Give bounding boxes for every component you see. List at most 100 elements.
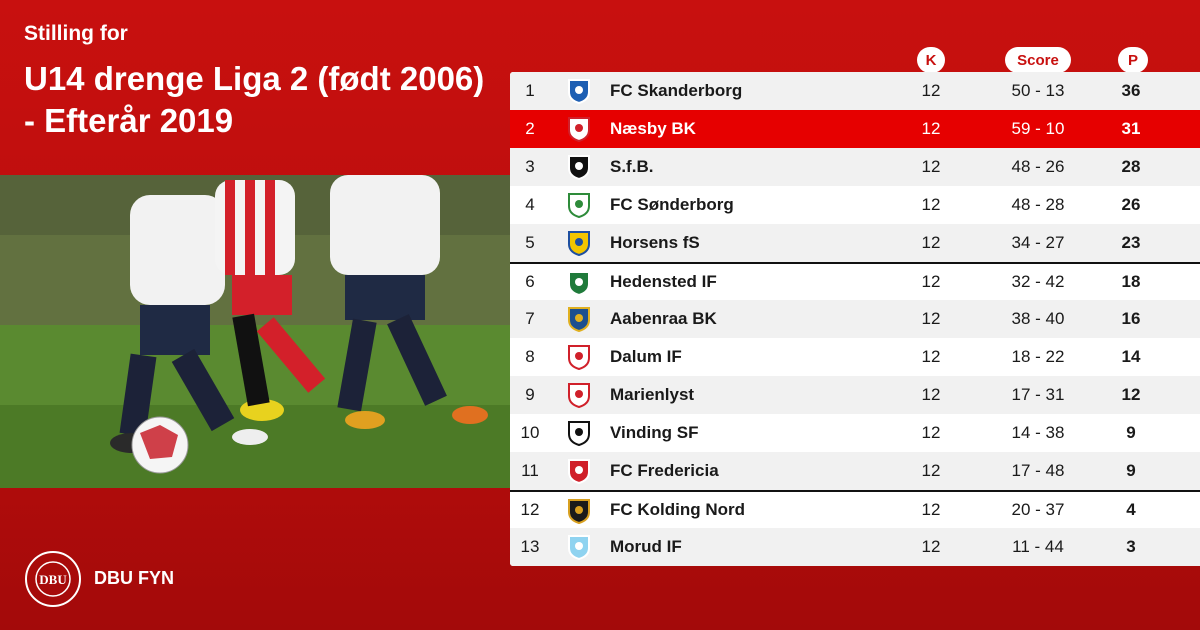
team-name: FC Fredericia [610,461,719,480]
black-white-vsf-icon [564,420,594,447]
goal-score: 48 - 28 [1011,195,1065,214]
goal-score: 59 - 10 [1011,119,1065,138]
table-row: 9 Marienlyst 12 17 - 31 12 [510,376,1200,414]
table-row: 8 Dalum IF 12 18 - 22 14 [510,338,1200,376]
table-row: 4 FC Sønderborg 12 48 - 28 26 [510,186,1200,224]
table-row: 6 Hedensted IF 12 32 - 42 18 [510,262,1200,300]
organization-name: DBU FYN [94,568,174,588]
logo-text: DBU [39,572,67,587]
team-name: Aabenraa BK [610,309,717,328]
table-row: 7 Aabenraa BK 12 38 - 40 16 [510,300,1200,338]
points: 36 [1121,81,1141,100]
goal-score: 11 - 44 [1012,537,1064,556]
table-row: 10 Vinding SF 12 14 - 38 9 [510,414,1200,452]
team-name: Hedensted IF [610,272,717,291]
green-white-icon [564,192,594,219]
goal-score: 48 - 26 [1011,157,1065,176]
goal-score: 32 - 42 [1011,272,1065,291]
blue-gold-round-icon [564,306,594,333]
matches-played: 12 [921,233,941,252]
points: 14 [1121,347,1141,366]
team-name: Vinding SF [610,423,699,442]
position: 5 [525,233,535,252]
table-row: 1 FC Skanderborg 12 50 - 13 36 [510,72,1200,110]
matches-played: 12 [921,500,941,519]
matches-played: 12 [921,81,941,100]
header-subtitle: Stilling for [24,22,128,45]
blue-shield-icon [564,78,594,105]
points: 12 [1121,385,1141,404]
position: 13 [520,537,540,556]
team-name: Horsens fS [610,233,700,252]
position: 7 [525,309,535,328]
goal-score: 14 - 38 [1011,423,1065,442]
light-blue-mi-icon [564,534,594,561]
goal-score: 17 - 31 [1011,385,1065,404]
matches-played: 12 [921,309,941,328]
matches-played: 12 [921,157,941,176]
table-row: 5 Horsens fS 12 34 - 27 23 [510,224,1200,262]
goal-score: 50 - 13 [1011,81,1065,100]
position: 9 [525,385,535,404]
points: 31 [1121,119,1141,138]
goal-score: 34 - 27 [1011,233,1065,252]
position: 2 [525,119,535,138]
points: 4 [1126,500,1136,519]
goal-score: 18 - 22 [1011,347,1065,366]
column-header-k: K [917,47,945,73]
red-white-oval-icon [564,116,594,143]
matches-played: 12 [921,195,941,214]
table-row: 12 FC Kolding Nord 12 20 - 37 4 [510,490,1200,528]
team-name: FC Skanderborg [610,81,743,100]
column-header-p: P [1118,47,1148,73]
team-name: Marienlyst [610,385,695,404]
points: 16 [1121,309,1141,328]
matches-played: 12 [921,272,941,291]
standings-table: 1 FC Skanderborg 12 50 - 13 36 2 Næsby B… [510,72,1200,566]
points: 18 [1121,272,1141,291]
points: 3 [1126,537,1136,556]
matches-played: 12 [921,423,941,442]
table-row: 13 Morud IF 12 11 - 44 3 [510,528,1200,566]
team-name: Næsby BK [610,119,696,138]
matches-played: 12 [921,461,941,480]
red-shield-icon [564,458,594,485]
table-row: 11 FC Fredericia 12 17 - 48 9 [510,452,1200,490]
position: 6 [525,272,535,291]
table-row: 2 Næsby BK 12 59 - 10 31 [510,110,1200,148]
matches-played: 12 [921,385,941,404]
team-name: S.f.B. [610,157,654,176]
team-name: Dalum IF [610,347,682,366]
points: 28 [1121,157,1141,176]
black-gold-shield-icon [564,498,594,525]
goal-score: 38 - 40 [1011,309,1065,328]
dbu-logo-icon: DBU [24,550,82,608]
points: 26 [1121,195,1141,214]
red-square-crest-icon [564,382,594,409]
table-row: 3 S.f.B. 12 48 - 26 28 [510,148,1200,186]
black-sfb-icon [564,154,594,181]
matches-played: 12 [921,347,941,366]
team-name: FC Kolding Nord [610,500,746,519]
position: 8 [525,347,535,366]
position: 1 [525,81,535,100]
green-shield-icon [564,270,594,297]
youth-football-photo [0,175,510,488]
matches-played: 12 [921,119,941,138]
points: 9 [1126,423,1136,442]
yellow-blue-sun-icon [564,230,594,257]
team-name: FC Sønderborg [610,195,734,214]
points: 9 [1126,461,1136,480]
red-round-icon [564,344,594,371]
team-name: Morud IF [610,537,682,556]
column-header-score: Score [1005,47,1071,73]
matches-played: 12 [921,537,941,556]
page-title: U14 drenge Liga 2 (født 2006) - Efterår … [24,60,485,139]
position: 11 [521,461,539,480]
goal-score: 20 - 37 [1011,500,1065,519]
position: 3 [525,157,535,176]
position: 10 [520,423,540,442]
goal-score: 17 - 48 [1011,461,1065,480]
position: 4 [525,195,535,214]
points: 23 [1121,233,1141,252]
